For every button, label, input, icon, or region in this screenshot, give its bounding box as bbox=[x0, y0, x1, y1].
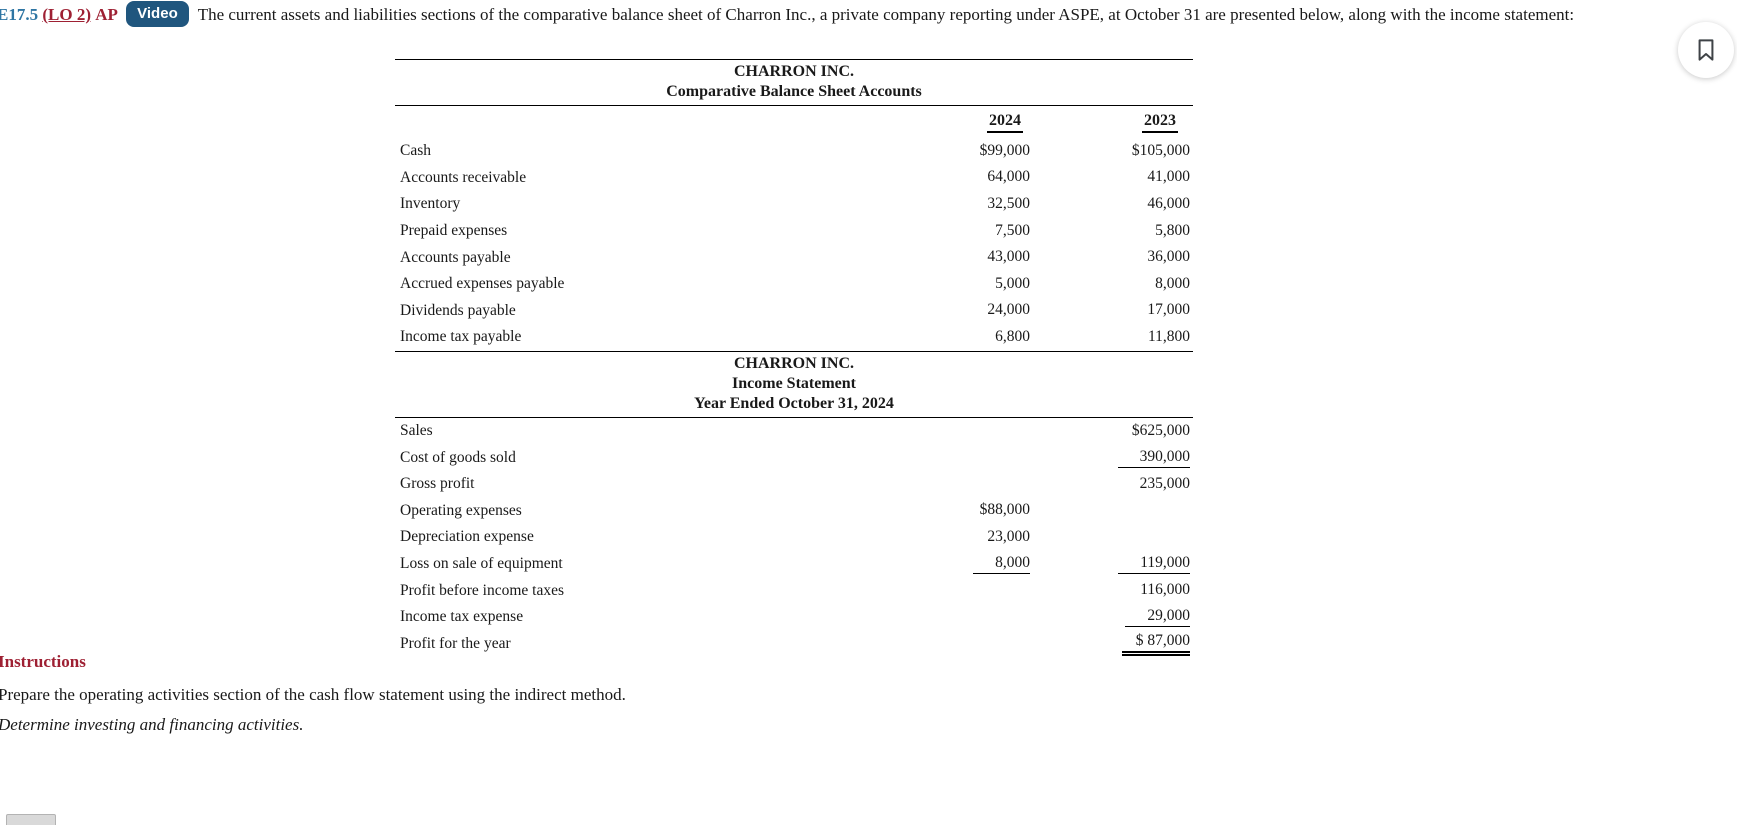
account-label: Prepaid expenses bbox=[400, 222, 508, 240]
account-label: Accounts receivable bbox=[400, 168, 527, 186]
line-item-label: Cost of goods sold bbox=[400, 448, 516, 466]
year-column-headers: 2024 2023 bbox=[395, 106, 1193, 138]
instructions-heading: Instructions bbox=[0, 652, 86, 671]
intro-text: The current assets and liabilities secti… bbox=[197, 5, 1575, 24]
line-item-label: Sales bbox=[400, 422, 433, 440]
line-item-label: Depreciation expense bbox=[400, 528, 534, 546]
partial-element-bottom bbox=[6, 814, 56, 825]
income-statement-row: Operating expenses $88,000 bbox=[395, 498, 1193, 525]
income-statement-heading: CHARRON INC. Income Statement Year Ended… bbox=[395, 352, 1193, 417]
amount-2024: 43,000 bbox=[987, 248, 1030, 266]
financial-statements: CHARRON INC. Comparative Balance Sheet A… bbox=[395, 59, 1193, 657]
line-item-label: Operating expenses bbox=[400, 501, 522, 519]
amount-2024: 64,000 bbox=[987, 168, 1030, 186]
balance-sheet-row: Dividends payable 24,000 17,000 bbox=[395, 298, 1193, 325]
line-item-label: Profit before income taxes bbox=[400, 581, 564, 599]
balance-sheet-row: Accounts receivable 64,000 41,000 bbox=[395, 165, 1193, 192]
amount-outer-column: 119,000 bbox=[1118, 554, 1190, 575]
statement-title: Income Statement bbox=[732, 374, 856, 392]
amount-2023: 11,800 bbox=[1147, 327, 1190, 345]
account-label: Inventory bbox=[400, 195, 461, 213]
company-name: CHARRON INC. bbox=[734, 63, 854, 80]
statement-period: Year Ended October 31, 2024 bbox=[694, 394, 894, 412]
income-statement-row: Cost of goods sold 390,000 bbox=[395, 444, 1193, 471]
amount-2023: 8,000 bbox=[1155, 274, 1190, 292]
line-item-label: Income tax expense bbox=[400, 608, 524, 626]
amount-outer-column: 235,000 bbox=[1139, 474, 1190, 492]
column-header-2023: 2023 bbox=[1142, 112, 1178, 133]
statement-title: Comparative Balance Sheet Accounts bbox=[666, 83, 922, 100]
exercise-intro: E17.5 (LO 2) AP Video The current assets… bbox=[0, 1, 1737, 29]
amount-2023: 17,000 bbox=[1147, 301, 1190, 319]
line-item-label: Gross profit bbox=[400, 475, 475, 493]
income-statement-row: Income tax expense 29,000 bbox=[395, 604, 1193, 631]
balance-sheet-row: Accounts payable 43,000 36,000 bbox=[395, 244, 1193, 271]
amount-2023: 41,000 bbox=[1147, 168, 1190, 186]
amount-2024: 6,800 bbox=[995, 327, 1030, 345]
amount-inner-column: $88,000 bbox=[979, 501, 1030, 519]
amount-inner-column: 8,000 bbox=[973, 554, 1030, 575]
line-item-label: Loss on sale of equipment bbox=[400, 555, 563, 573]
instruction-item: Prepare the operating activities section… bbox=[0, 685, 626, 704]
income-statement-row: Profit before income taxes 116,000 bbox=[395, 577, 1193, 604]
amount-2023: 36,000 bbox=[1147, 248, 1190, 266]
account-label: Accounts payable bbox=[400, 248, 511, 266]
rule-top bbox=[395, 59, 1193, 60]
video-button[interactable]: Video bbox=[126, 1, 189, 27]
balance-sheet-row: Income tax payable 6,800 11,800 bbox=[395, 324, 1193, 351]
income-statement-rows: Sales $625,000 Cost of goods sold 390,00… bbox=[395, 418, 1193, 657]
balance-sheet-row: Accrued expenses payable 5,000 8,000 bbox=[395, 271, 1193, 298]
balance-sheet-row: Inventory 32,500 46,000 bbox=[395, 191, 1193, 218]
income-statement-row: Depreciation expense 23,000 bbox=[395, 524, 1193, 551]
learning-objective-link[interactable]: (LO 2) bbox=[42, 5, 91, 24]
amount-2024: 7,500 bbox=[995, 221, 1030, 239]
column-header-2024: 2024 bbox=[987, 112, 1023, 133]
income-statement-row: Gross profit 235,000 bbox=[395, 471, 1193, 498]
account-label: Income tax payable bbox=[400, 328, 522, 346]
account-label: Dividends payable bbox=[400, 301, 516, 319]
amount-2024: $99,000 bbox=[979, 141, 1030, 159]
balance-sheet-rows: Cash $99,000 $105,000 Accounts receivabl… bbox=[395, 138, 1193, 351]
amount-2023: 5,800 bbox=[1155, 221, 1190, 239]
amount-outer-column: 390,000 bbox=[1117, 448, 1190, 468]
amount-outer-column: 116,000 bbox=[1140, 581, 1190, 599]
amount-2023: 46,000 bbox=[1147, 194, 1190, 212]
amount-outer-column: $ 87,000 bbox=[1121, 632, 1190, 656]
account-label: Cash bbox=[400, 142, 431, 160]
instructions-section: Instructions Prepare the operating activ… bbox=[0, 652, 1198, 741]
account-label: Accrued expenses payable bbox=[400, 275, 565, 293]
bookmark-button[interactable] bbox=[1678, 22, 1734, 78]
amount-outer-column: $625,000 bbox=[1131, 421, 1190, 439]
amount-2024: 5,000 bbox=[995, 274, 1030, 292]
amount-2024: 24,000 bbox=[987, 301, 1030, 319]
bookmark-icon bbox=[1698, 39, 1714, 61]
company-name: CHARRON INC. bbox=[734, 354, 854, 372]
line-item-label: Profit for the year bbox=[400, 634, 511, 652]
income-statement-row: Profit for the year $ 87,000 bbox=[395, 631, 1193, 658]
instruction-item-italic: Determine investing and financing activi… bbox=[0, 715, 304, 734]
balance-sheet-row: Cash $99,000 $105,000 bbox=[395, 138, 1193, 165]
ap-tag: AP bbox=[95, 5, 118, 24]
balance-sheet-heading: CHARRON INC. Comparative Balance Sheet A… bbox=[395, 60, 1193, 105]
amount-2023: $105,000 bbox=[1131, 141, 1190, 159]
amount-inner-column: 23,000 bbox=[987, 527, 1030, 545]
rule-under-income-title bbox=[395, 416, 1193, 418]
rule-under-title bbox=[395, 105, 1193, 106]
amount-outer-column: 29,000 bbox=[1125, 607, 1190, 628]
income-statement-row: Loss on sale of equipment 8,000 119,000 bbox=[395, 551, 1193, 578]
amount-2024: 32,500 bbox=[987, 194, 1030, 212]
balance-sheet-row: Prepaid expenses 7,500 5,800 bbox=[395, 218, 1193, 245]
rule-between-statements bbox=[395, 350, 1193, 352]
exercise-number: E17.5 bbox=[0, 5, 39, 24]
income-statement-row: Sales $625,000 bbox=[395, 418, 1193, 445]
